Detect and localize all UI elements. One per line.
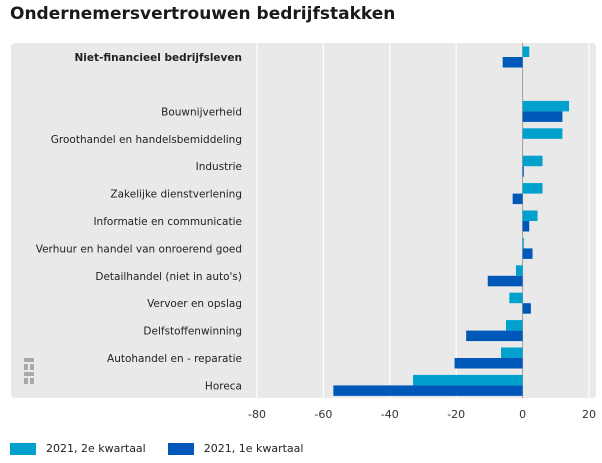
bar-series-1: [501, 347, 523, 358]
bar-series-1: [522, 128, 563, 139]
legend-item-series-1: 2021, 2e kwartaal: [10, 442, 146, 455]
bar-series-1: [515, 265, 523, 276]
legend-swatch-series-2: [167, 442, 194, 455]
x-tick-label: 0: [519, 408, 526, 421]
chart-title: Ondernemersvertrouwen bedrijfstakken: [10, 4, 396, 24]
category-label: Bouwnijverheid: [161, 106, 242, 118]
legend-label-series-1: 2021, 2e kwartaal: [46, 442, 146, 455]
x-tick-label: -20: [447, 408, 465, 421]
bar-series-1: [522, 46, 530, 57]
bar-series-2: [522, 111, 563, 122]
bar-series-2: [522, 248, 533, 259]
bar-series-2: [454, 358, 523, 369]
x-tick-label: -40: [381, 408, 399, 421]
legend-label-series-2: 2021, 1e kwartaal: [203, 442, 304, 455]
category-label: Informatie en communicatie: [93, 216, 242, 228]
category-label: Autohandel en - reparatie: [107, 353, 242, 365]
bar-series-1: [522, 155, 543, 167]
bar-series-1: [522, 237, 524, 249]
plot-panel: [11, 43, 596, 398]
bar-series-2: [487, 275, 523, 287]
legend-swatch-series-1: [10, 442, 36, 455]
category-label: Zakelijke dienstverlening: [110, 189, 242, 201]
category-label: Verhuur en handel van onroerend goed: [36, 243, 242, 255]
bar-series-1: [522, 100, 570, 112]
category-label: Detailhandel (niet in auto's): [95, 271, 242, 283]
category-label: Delfstoffenwinning: [143, 326, 242, 338]
bar-series-2: [522, 166, 524, 177]
category-label: Niet-financieel bedrijfsleven: [74, 52, 242, 64]
bar-series-1: [522, 210, 538, 221]
category-label: Horeca: [205, 380, 242, 392]
category-label: Vervoer en opslag: [147, 298, 242, 310]
bar-series-2: [466, 330, 523, 342]
bar-series-1: [413, 374, 523, 386]
bar-series-2: [502, 57, 523, 68]
bar-series-1: [522, 183, 543, 194]
bar-series-2: [522, 221, 530, 232]
bar-series-1: [506, 320, 523, 331]
cbs-logo-icon: [24, 358, 34, 384]
category-label: Industrie: [196, 161, 242, 173]
bar-series-2: [333, 385, 523, 396]
bar-series-2: [512, 193, 523, 205]
x-tick-label: -80: [248, 408, 266, 421]
category-label: Groothandel en handelsbemiddeling: [51, 134, 242, 146]
legend: 2021, 2e kwartaal 2021, 1e kwartaal: [10, 442, 325, 455]
x-tick-label: 20: [582, 408, 596, 421]
bar-series-1: [509, 292, 523, 304]
x-tick-label: -60: [314, 408, 332, 421]
legend-item-series-2: 2021, 1e kwartaal: [167, 442, 304, 455]
bar-series-2: [522, 303, 531, 314]
